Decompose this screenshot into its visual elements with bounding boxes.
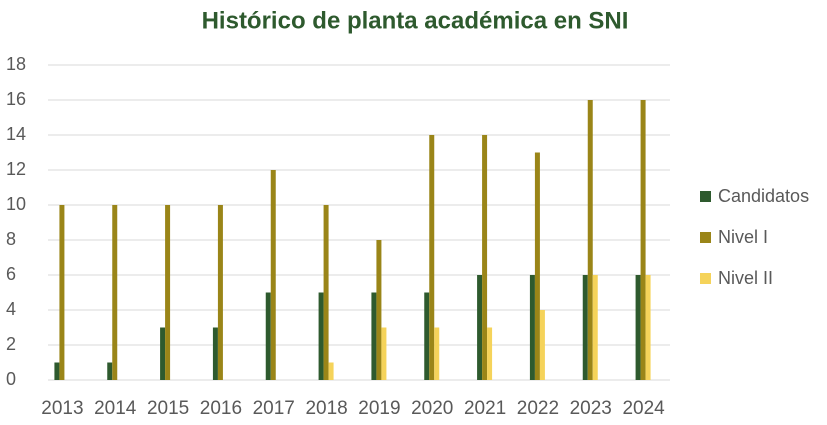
legend-label: Nivel I bbox=[718, 227, 768, 247]
bar bbox=[592, 275, 598, 380]
bar bbox=[529, 275, 535, 380]
bar bbox=[59, 205, 65, 380]
bar bbox=[477, 275, 483, 380]
y-tick-label: 0 bbox=[6, 369, 16, 389]
y-tick-label: 8 bbox=[6, 229, 16, 249]
bar bbox=[429, 135, 435, 380]
y-tick-label: 4 bbox=[6, 299, 16, 319]
bar bbox=[482, 135, 488, 380]
x-tick-label: 2015 bbox=[147, 398, 189, 419]
y-tick-label: 12 bbox=[6, 159, 26, 179]
x-tick-label: 2014 bbox=[94, 398, 137, 419]
bar bbox=[318, 292, 324, 380]
bar bbox=[424, 292, 430, 380]
bar bbox=[376, 240, 382, 380]
x-tick-label: 2017 bbox=[253, 398, 295, 419]
bar bbox=[371, 292, 377, 380]
x-tick-label: 2023 bbox=[570, 398, 612, 419]
x-tick-label: 2018 bbox=[305, 398, 347, 419]
legend-label: Candidatos bbox=[718, 186, 809, 206]
bar bbox=[635, 275, 641, 380]
bar bbox=[217, 205, 223, 380]
x-tick-label: 2016 bbox=[200, 398, 242, 419]
bar bbox=[645, 275, 651, 380]
bar bbox=[434, 327, 440, 380]
legend-swatch bbox=[700, 273, 711, 284]
legend-swatch bbox=[700, 191, 711, 202]
bar bbox=[587, 100, 593, 380]
bar bbox=[534, 152, 540, 380]
bar bbox=[270, 170, 276, 380]
bar bbox=[112, 205, 118, 380]
bar bbox=[265, 292, 271, 380]
chart-title: Histórico de planta académica en SNI bbox=[202, 7, 629, 34]
bar bbox=[160, 327, 166, 380]
legend-swatch bbox=[700, 232, 711, 243]
bar bbox=[539, 310, 545, 380]
x-tick-label: 2013 bbox=[41, 398, 83, 419]
x-tick-label: 2022 bbox=[517, 398, 559, 419]
bar bbox=[54, 362, 60, 380]
y-tick-label: 18 bbox=[6, 54, 26, 74]
y-tick-label: 6 bbox=[6, 264, 16, 284]
bar bbox=[212, 327, 218, 380]
y-tick-label: 10 bbox=[6, 194, 26, 214]
bar bbox=[323, 205, 329, 380]
x-tick-label: 2024 bbox=[622, 398, 665, 419]
x-tick-label: 2021 bbox=[464, 398, 506, 419]
bar bbox=[487, 327, 493, 380]
bar bbox=[328, 362, 334, 380]
x-tick-label: 2019 bbox=[358, 398, 400, 419]
y-tick-label: 2 bbox=[6, 334, 16, 354]
legend-label: Nivel II bbox=[718, 268, 773, 288]
bar bbox=[165, 205, 171, 380]
y-tick-label: 14 bbox=[6, 124, 26, 144]
bar bbox=[107, 362, 113, 380]
y-tick-label: 16 bbox=[6, 89, 26, 109]
x-tick-label: 2020 bbox=[411, 398, 453, 419]
bar bbox=[582, 275, 588, 380]
bar bbox=[640, 100, 646, 380]
bar bbox=[381, 327, 387, 380]
